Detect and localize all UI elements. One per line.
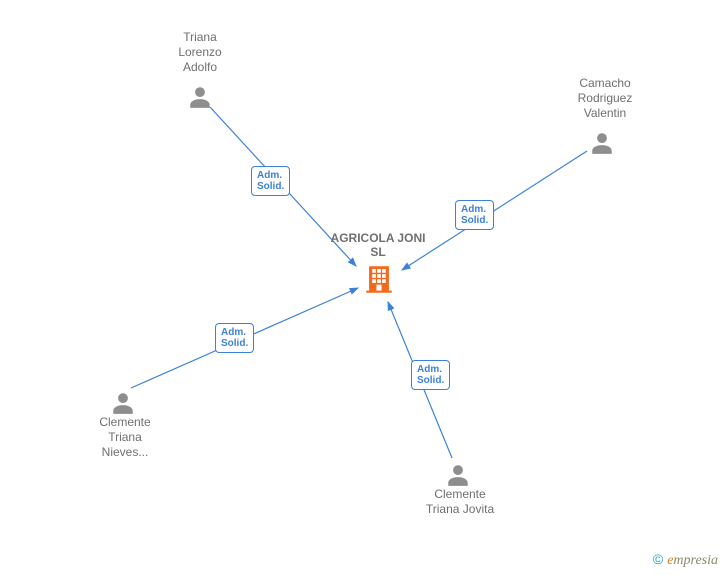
edge-line bbox=[402, 151, 587, 270]
person-icon bbox=[445, 462, 471, 488]
edge-label: Adm. Solid. bbox=[455, 200, 494, 230]
person-node-jovita[interactable]: Clemente Triana Jovita bbox=[400, 462, 520, 517]
edge-label: Adm. Solid. bbox=[215, 323, 254, 353]
person-label: Triana Lorenzo Adolfo bbox=[155, 30, 245, 75]
person-label: Camacho Rodriguez Valentin bbox=[555, 76, 655, 121]
company-label: AGRICOLA JONI SL bbox=[328, 231, 428, 260]
person-icon bbox=[187, 84, 213, 110]
person-icon bbox=[110, 390, 136, 420]
person-icon bbox=[589, 130, 615, 160]
edge-label: Adm. Solid. bbox=[411, 360, 450, 390]
company-icon bbox=[362, 262, 396, 301]
edge-label: Adm. Solid. bbox=[251, 166, 290, 196]
copyright-icon: © bbox=[653, 551, 663, 567]
diagram-canvas: AGRICOLA JONI SL Triana Lorenzo Adolfo C… bbox=[0, 0, 728, 575]
person-icon bbox=[589, 130, 615, 156]
person-icon bbox=[110, 390, 136, 416]
person-node-nieves[interactable]: Clemente Triana Nieves... bbox=[75, 390, 175, 460]
person-node-camacho[interactable]: Camacho Rodriguez Valentin bbox=[555, 76, 655, 121]
brand-rest: mpresia bbox=[673, 553, 718, 568]
watermark: ©empresia bbox=[653, 551, 718, 569]
person-icon bbox=[445, 462, 471, 492]
person-icon bbox=[187, 84, 213, 114]
person-node-triana[interactable]: Triana Lorenzo Adolfo bbox=[155, 30, 245, 75]
person-label: Clemente Triana Nieves... bbox=[75, 415, 175, 460]
building-icon bbox=[362, 262, 396, 296]
